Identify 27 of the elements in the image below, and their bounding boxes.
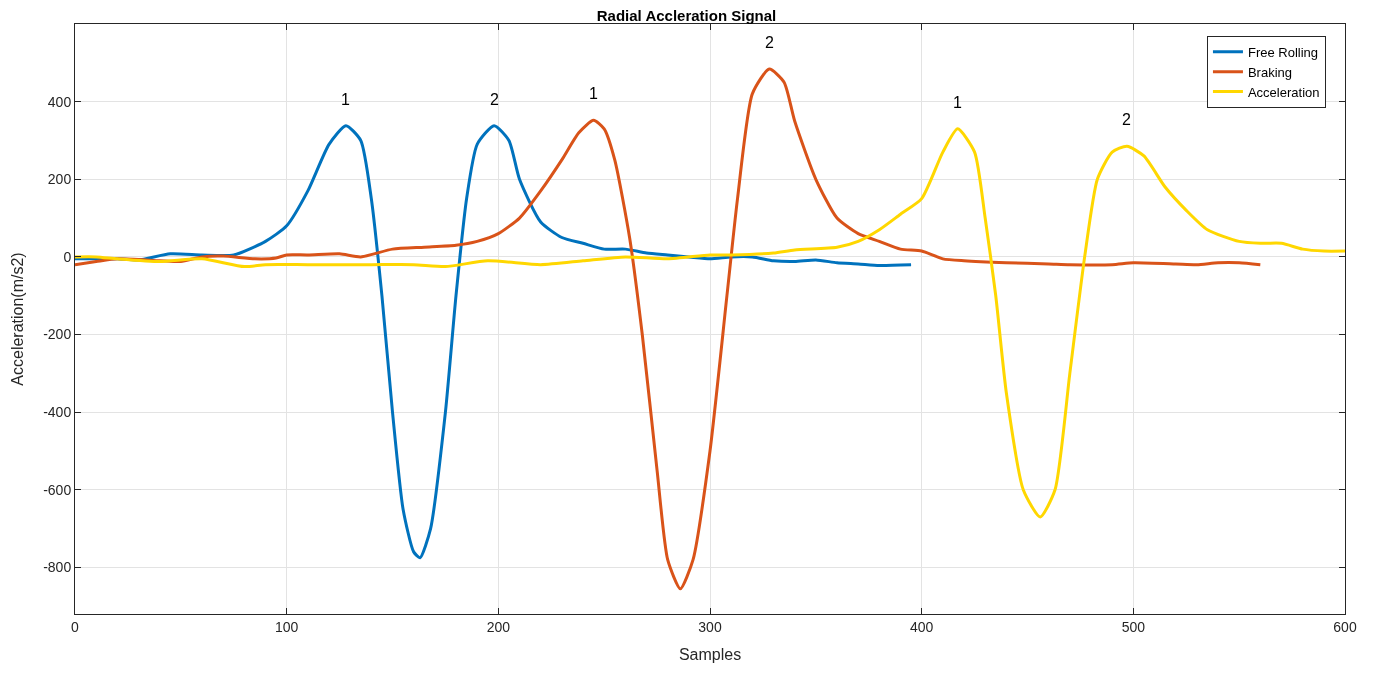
annotation: 2: [1122, 111, 1131, 128]
x-tick-label: 200: [486, 618, 511, 635]
y-tick-label: -800: [43, 559, 72, 576]
x-tick-label: 100: [274, 618, 299, 635]
chart-title: Radial Accleration Signal: [596, 6, 777, 24]
y-tick-label: -400: [43, 404, 72, 421]
x-tick-label: 500: [1121, 618, 1146, 635]
x-tick-label: 300: [698, 618, 722, 635]
annotation: 1: [341, 91, 350, 108]
legend-label: Acceleration: [1247, 84, 1320, 100]
y-tick-label: -200: [43, 326, 72, 343]
annotation: 2: [765, 34, 774, 51]
annotation: 2: [490, 91, 499, 108]
legend-label: Braking: [1247, 64, 1293, 80]
annotation: 1: [589, 85, 598, 102]
y-tick-label: -600: [43, 481, 72, 498]
x-tick-label: 400: [909, 618, 934, 635]
y-axis-title: Acceleration(m/s2): [9, 252, 27, 386]
x-axis-title: Samples: [678, 646, 742, 664]
line-series: [75, 127, 1345, 519]
x-tick-label: 600: [1333, 618, 1357, 635]
line-series: [75, 124, 913, 560]
y-tick-label: 400: [47, 93, 72, 110]
y-tick-label: 200: [47, 171, 72, 188]
legend-label: Free Rolling: [1247, 44, 1319, 60]
annotation: 1: [953, 94, 962, 111]
y-tick-label: 0: [63, 248, 72, 265]
